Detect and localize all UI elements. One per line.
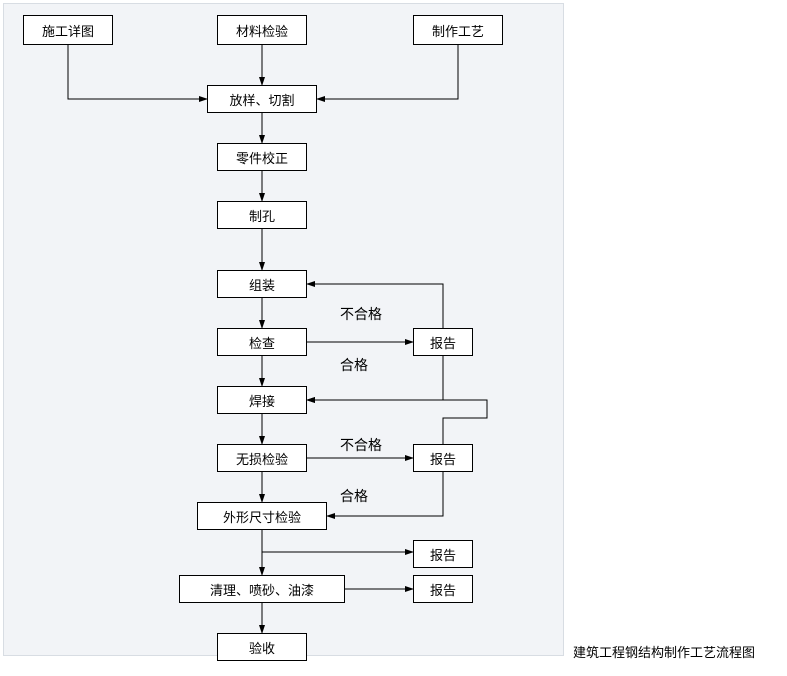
node-baogao2: 报告 bbox=[413, 444, 473, 472]
node-jiancha: 检查 bbox=[217, 328, 307, 356]
node-baogao1: 报告 bbox=[413, 328, 473, 356]
node-wusun: 无损检验 bbox=[217, 444, 307, 472]
node-zhizuo: 制作工艺 bbox=[413, 15, 503, 45]
diagram-caption: 建筑工程钢结构制作工艺流程图 bbox=[573, 642, 755, 661]
edge-label-buhege1: 不合格 bbox=[340, 304, 382, 324]
node-hanjie: 焊接 bbox=[217, 386, 307, 414]
edge-label-hege1: 合格 bbox=[340, 355, 368, 375]
node-qingli: 清理、喷砂、油漆 bbox=[179, 575, 345, 603]
node-lingjian: 零件校正 bbox=[217, 143, 307, 171]
edge-label-buhege2: 不合格 bbox=[340, 435, 382, 455]
node-baogao4: 报告 bbox=[413, 575, 473, 603]
node-zhikong: 制孔 bbox=[217, 201, 307, 229]
flowchart-canvas: 建筑工程钢结构制作工艺流程图 施工详图 材料检验 制作工艺放样、切割零件校正制孔组装… bbox=[0, 0, 787, 676]
node-yanshou: 验收 bbox=[217, 633, 307, 661]
node-waixing: 外形尺寸检验 bbox=[197, 502, 327, 530]
node-shigong: 施工详图 bbox=[23, 15, 113, 45]
node-cailiao: 材料检验 bbox=[217, 15, 307, 45]
edge-label-hege2: 合格 bbox=[340, 486, 368, 506]
node-fangyang: 放样、切割 bbox=[207, 85, 317, 113]
node-baogao3: 报告 bbox=[413, 540, 473, 568]
node-zuzhuang: 组装 bbox=[217, 270, 307, 298]
